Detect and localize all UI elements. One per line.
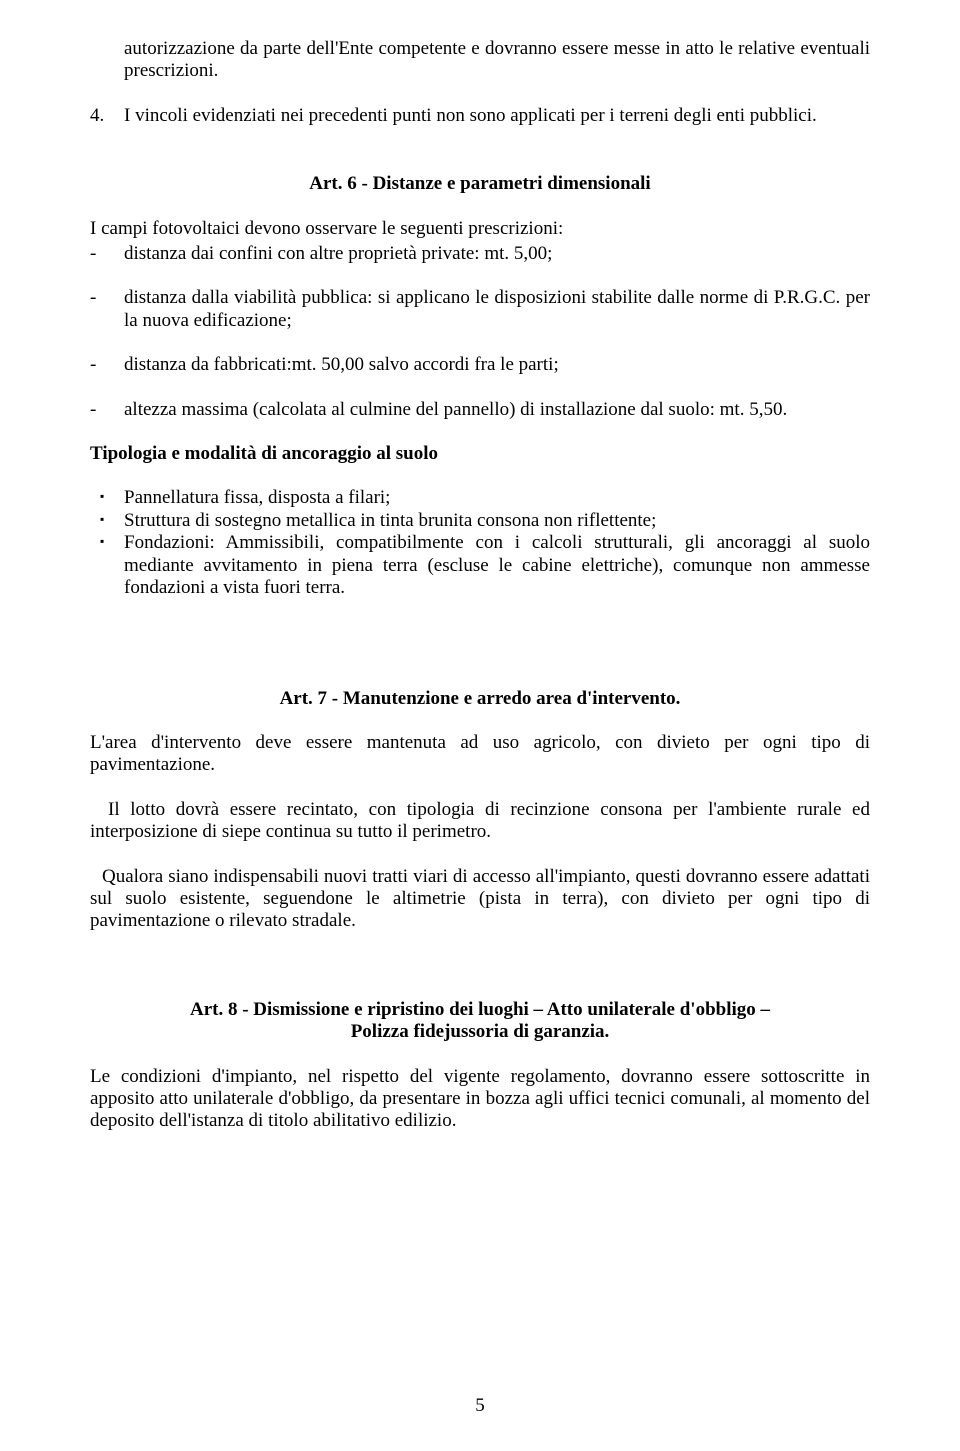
square-item: Pannellatura fissa, disposta a filari;	[90, 487, 870, 509]
art6-intro: I campi fotovoltaici devono osservare le…	[90, 218, 870, 240]
dash-item: distanza da fabbricati:mt. 50,00 salvo a…	[90, 354, 870, 376]
art6-dash-list: distanza dai confini con altre proprietà…	[90, 243, 870, 421]
art8-p1: Le condizioni d'impianto, nel rispetto d…	[90, 1066, 870, 1133]
dash-item: distanza dalla viabilità pubblica: si ap…	[90, 287, 870, 332]
art7-p2: Il lotto dovrà essere recintato, con tip…	[90, 799, 870, 844]
heading-art7: Art. 7 - Manutenzione e arredo area d'in…	[90, 688, 870, 710]
numbered-item-4: 4. I vincoli evidenziati nei precedenti …	[90, 105, 870, 127]
document-page: autorizzazione da parte dell'Ente compet…	[0, 0, 960, 1451]
square-item: Fondazioni: Ammissibili, compatibilmente…	[90, 532, 870, 599]
page-number: 5	[0, 1395, 960, 1417]
paragraph-continuation: autorizzazione da parte dell'Ente compet…	[124, 38, 870, 83]
dash-item: distanza dai confini con altre proprietà…	[90, 243, 870, 265]
heading-art8-line1: Art. 8 - Dismissione e ripristino dei lu…	[90, 999, 870, 1021]
art7-p3: Qualora siano indispensabili nuovi tratt…	[90, 866, 870, 933]
heading-art8-line2: Polizza fidejussoria di garanzia.	[90, 1021, 870, 1043]
numbered-content: I vincoli evidenziati nei precedenti pun…	[124, 105, 870, 127]
art6-square-list: Pannellatura fissa, disposta a filari; S…	[90, 487, 870, 599]
subheading-anchoring: Tipologia e modalità di ancoraggio al su…	[90, 443, 870, 465]
art7-p1: L'area d'intervento deve essere mantenut…	[90, 732, 870, 777]
dash-item: altezza massima (calcolata al culmine de…	[90, 399, 870, 421]
square-item: Struttura di sostegno metallica in tinta…	[90, 510, 870, 532]
numbered-label: 4.	[90, 105, 124, 127]
heading-art6: Art. 6 - Distanze e parametri dimensiona…	[90, 173, 870, 195]
